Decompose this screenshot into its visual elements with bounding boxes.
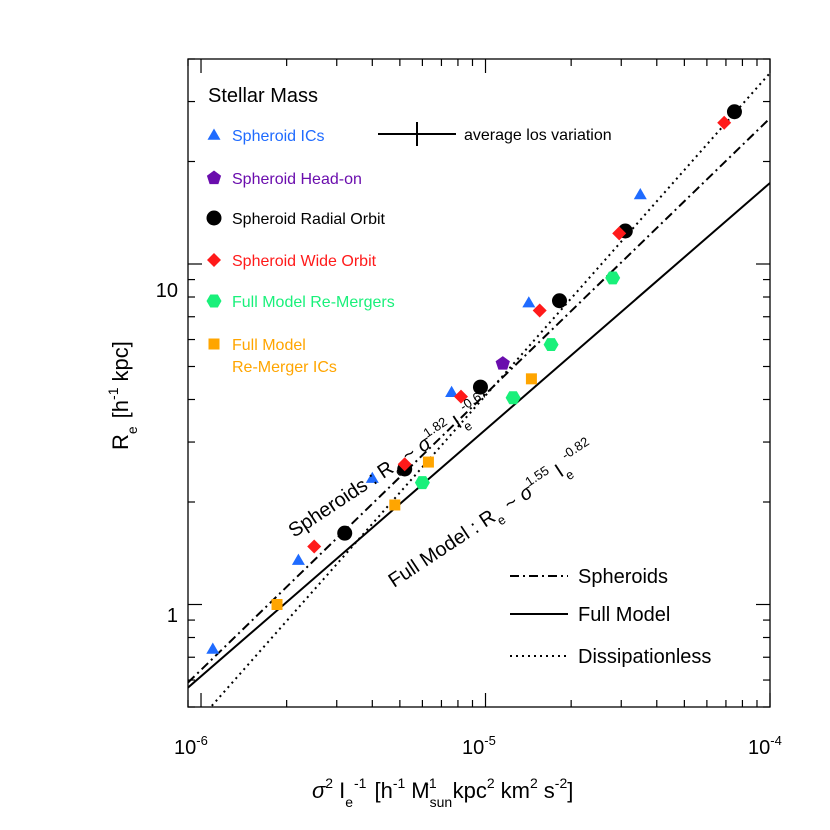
errorbar-legend: average los variation	[378, 122, 612, 146]
fit-lines	[188, 72, 770, 707]
pentagon-marker	[495, 356, 510, 370]
diamond-marker	[717, 115, 732, 130]
square-marker	[422, 456, 434, 468]
legend-circle-icon	[206, 210, 222, 226]
diamond-marker	[397, 457, 412, 472]
x-tick-label-1e-4: 10-4	[748, 733, 782, 759]
legend-item-label: Spheroid Radial Orbit	[232, 211, 386, 228]
triangle-marker	[522, 296, 536, 308]
legend-item-label: Spheroid Head-on	[232, 171, 362, 188]
triangle-marker	[365, 471, 379, 483]
square-marker	[271, 598, 283, 610]
legend-spheroids-label: Spheroids	[578, 566, 668, 588]
legend-item-label-line2: Re-Merger ICs	[232, 359, 337, 376]
legend-hexagon-icon	[206, 294, 222, 308]
triangle-marker	[445, 385, 459, 397]
circle-marker	[551, 293, 567, 309]
x-tick-label-1e-5: 10-5	[462, 733, 496, 759]
y-axis-label: Re[h-1kpc]	[105, 341, 140, 450]
data-markers	[206, 104, 742, 654]
legend-full-model-label: Full Model	[578, 604, 670, 626]
svg-text:Re[h-1kpc]: Re[h-1kpc]	[105, 341, 140, 450]
fit-line-full model	[188, 182, 770, 689]
triangle-marker	[291, 553, 305, 565]
circle-marker	[726, 104, 742, 120]
hexagon-marker	[414, 476, 430, 490]
legend-triangle-icon	[207, 128, 221, 140]
hexagon-marker	[505, 391, 521, 405]
fit-line-spheroids	[188, 117, 770, 684]
x-axis-label: σ2 Ie-1 [h-1 Msun-1 kpc2 km2 s-2]	[312, 775, 573, 810]
legend-dissipationless-label: Dissipationless	[578, 646, 711, 668]
chart-title: Stellar Mass	[208, 85, 318, 107]
legend-square-icon	[208, 338, 220, 350]
circle-marker	[472, 379, 488, 395]
circle-marker	[337, 525, 353, 541]
marker-legend: Spheroid ICs Spheroid Head-on Spheroid Rad…	[206, 128, 395, 376]
legend-item-label: Full Model	[232, 337, 306, 354]
diamond-marker	[307, 539, 322, 554]
fit-line-dissipationless	[209, 72, 770, 707]
x-tick-label-1e-6: 10-6	[174, 733, 208, 759]
diamond-marker	[454, 389, 468, 404]
line-legend: Spheroids Full Model Dissipationless	[510, 566, 711, 668]
square-marker	[389, 499, 401, 511]
y-tick-label-1: 1	[167, 605, 178, 627]
errorbar-label: average los variation	[464, 127, 612, 144]
diamond-marker	[532, 303, 547, 318]
square-marker	[525, 373, 537, 385]
hexagon-marker	[605, 271, 621, 285]
legend-item-label: Spheroid Wide Orbit	[232, 253, 377, 270]
legend-diamond-icon	[207, 253, 221, 267]
triangle-marker	[633, 188, 647, 200]
legend-pentagon-icon	[206, 170, 222, 185]
y-tick-label-10: 10	[156, 280, 178, 302]
hexagon-marker	[543, 338, 559, 351]
plot-frame	[187, 58, 771, 708]
legend-item-label: Full Model Re-Mergers	[232, 294, 395, 311]
legend-item-label: Spheroid ICs	[232, 128, 325, 145]
diamond-marker	[612, 226, 627, 241]
triangle-marker	[206, 642, 220, 654]
